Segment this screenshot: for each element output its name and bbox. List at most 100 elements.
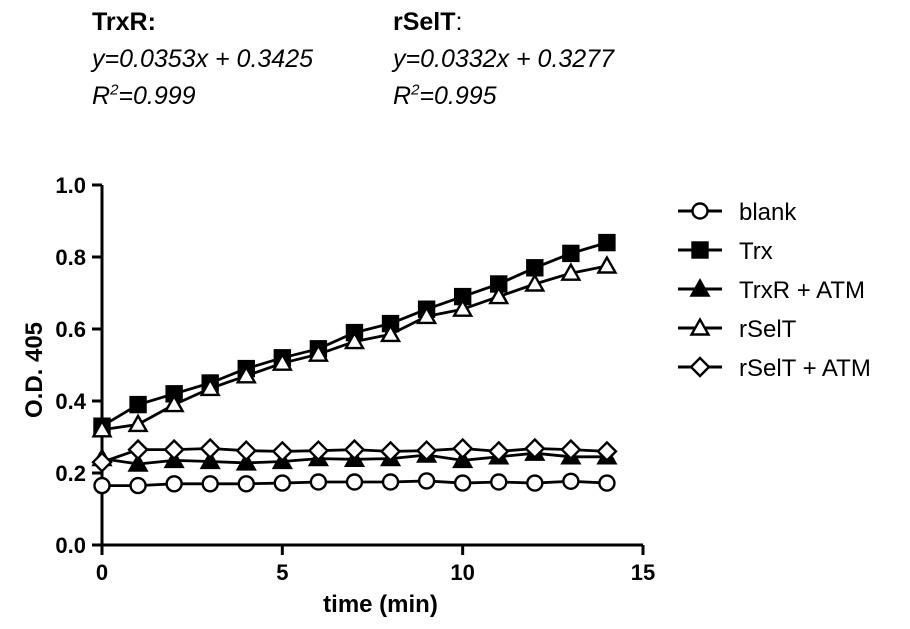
- data-point-blank: [562, 472, 580, 490]
- series-rselt-atm: [91, 437, 618, 473]
- annotation-trxr-r2-sup: 2: [110, 81, 119, 99]
- annotation-rselt-r2: R2=0.995: [393, 78, 614, 115]
- y-tick-label: 0.2: [55, 461, 86, 486]
- annotation-trxr-r2-value: =0.999: [118, 82, 196, 110]
- data-point-rselt: [524, 273, 546, 292]
- data-point-rselt: [163, 393, 185, 413]
- data-point-blank: [129, 476, 147, 495]
- annotation-trxr: TrxR: y=0.0353x + 0.3425 R2=0.999: [92, 4, 313, 115]
- annotation-trxr-r2: R2=0.999: [92, 78, 313, 115]
- y-tick-label: 0.0: [55, 533, 86, 558]
- data-point-trx: [562, 244, 580, 263]
- x-tick-label: 0: [96, 560, 108, 585]
- data-point-rselt: [596, 255, 618, 274]
- annotation-trxr-r2-prefix: R: [92, 82, 111, 110]
- data-point-trxr-atm: [127, 453, 149, 472]
- y-tick-label: 1.0: [55, 173, 86, 198]
- data-point-rselt: [307, 343, 329, 362]
- data-point-blank: [345, 473, 364, 491]
- data-point-rselt-atm: [271, 440, 294, 463]
- legend-label-trxr-atm: TrxR + ATM: [739, 277, 865, 304]
- annotation-rselt-r2-value: =0.995: [419, 82, 497, 110]
- data-point-rselt: [488, 285, 510, 305]
- data-point-trxr-atm: [452, 449, 474, 469]
- data-point-blank: [273, 474, 292, 492]
- data-point-blank: [237, 475, 255, 493]
- data-point-rselt-atm: [343, 438, 366, 461]
- data-point-rselt-atm: [596, 440, 618, 463]
- data-point-rselt: [91, 418, 113, 438]
- legend-item-trxr-atm: TrxR + ATM: [678, 277, 865, 304]
- data-point-rselt-atm: [560, 438, 582, 461]
- data-point-trxr-atm: [199, 450, 221, 470]
- data-point-rselt: [343, 330, 366, 350]
- data-point-blank: [453, 474, 472, 492]
- data-point-blank: [381, 473, 400, 491]
- data-point-rselt-atm: [235, 439, 257, 462]
- x-axis-title: time (min): [323, 591, 438, 618]
- legend-item-trx: Trx: [678, 238, 773, 265]
- data-point-blank: [201, 475, 219, 493]
- data-point-blank: [526, 474, 544, 492]
- data-point-rselt: [235, 364, 257, 384]
- x-tick-label: 5: [276, 560, 288, 585]
- data-point-rselt-atm: [199, 437, 221, 460]
- data-point-rselt-atm: [488, 440, 510, 463]
- data-point-rselt: [416, 305, 438, 325]
- annotation-trxr-heading: TrxR:: [92, 8, 156, 36]
- data-point-rselt: [379, 323, 402, 343]
- data-point-blank: [598, 474, 616, 492]
- data-point-rselt: [452, 298, 474, 317]
- data-point-rselt-atm: [379, 440, 402, 463]
- annotation-trxr-equation: y=0.0353x + 0.3425: [92, 45, 314, 73]
- data-point-rselt-atm: [451, 437, 474, 460]
- legend-marker-blank: [691, 202, 709, 220]
- data-point-trxr-atm: [235, 451, 257, 471]
- chart-axes: 0.0 0.2 0.4 0.6 0.8 1.0 0 5 10 15 time (min) O.D. 4…: [21, 173, 655, 618]
- data-point-rselt-atm: [524, 437, 546, 460]
- data-point-rselt: [271, 352, 293, 371]
- annotation-rselt-heading-line: rSelT:: [393, 4, 614, 41]
- legend-label-blank: blank: [739, 199, 797, 226]
- legend-marker-trx: [691, 241, 709, 259]
- data-point-rselt-atm: [415, 439, 438, 462]
- x-tick-label: 10: [450, 560, 474, 585]
- data-point-blank: [93, 476, 111, 495]
- y-tick-label: 0.8: [55, 245, 86, 270]
- legend-marker-rselt-atm: [689, 356, 711, 378]
- data-point-blank: [165, 475, 183, 493]
- legend-marker-trxr-atm: [689, 278, 711, 297]
- annotation-rselt-heading-suffix: :: [455, 8, 463, 36]
- legend-label-trx: Trx: [739, 238, 773, 265]
- chart-series: [91, 233, 618, 495]
- data-point-rselt-atm: [163, 438, 185, 461]
- annotation-rselt-heading: rSelT: [393, 8, 456, 36]
- y-axis-title: O.D. 405: [21, 322, 48, 418]
- data-point-rselt: [127, 413, 149, 433]
- data-point-trx: [526, 259, 544, 277]
- x-tick-label: 15: [631, 560, 655, 585]
- series-rselt: [91, 255, 618, 438]
- annotation-rselt-equation: y=0.0332x + 0.3277: [393, 45, 615, 73]
- data-point-rselt-atm: [127, 438, 149, 461]
- data-point-rselt-atm: [307, 439, 330, 462]
- data-point-rselt-atm: [91, 451, 113, 473]
- legend-item-rselt: rSelT: [678, 316, 797, 343]
- legend-label-rselt: rSelT: [739, 316, 797, 343]
- data-point-blank: [490, 473, 508, 491]
- legend-item-rselt-atm: rSelT + ATM: [678, 355, 871, 382]
- series-blank: [93, 472, 616, 495]
- data-point-trx: [598, 233, 616, 252]
- data-point-rselt: [560, 262, 582, 281]
- annotation-rselt-r2-prefix: R: [393, 82, 412, 110]
- annotation-rselt: rSelT: y=0.0332x + 0.3277 R2=0.995: [393, 4, 614, 115]
- chart-legend: blank Trx TrxR + ATM rSelT rSelT + ATM: [678, 199, 871, 382]
- data-point-trx: [129, 395, 147, 414]
- data-point-rselt: [199, 377, 221, 397]
- legend-item-blank: blank: [678, 199, 797, 226]
- data-point-blank: [309, 473, 328, 491]
- legend-label-rselt-atm: rSelT + ATM: [739, 355, 871, 382]
- data-point-blank: [417, 472, 436, 490]
- legend-marker-rselt: [689, 317, 711, 336]
